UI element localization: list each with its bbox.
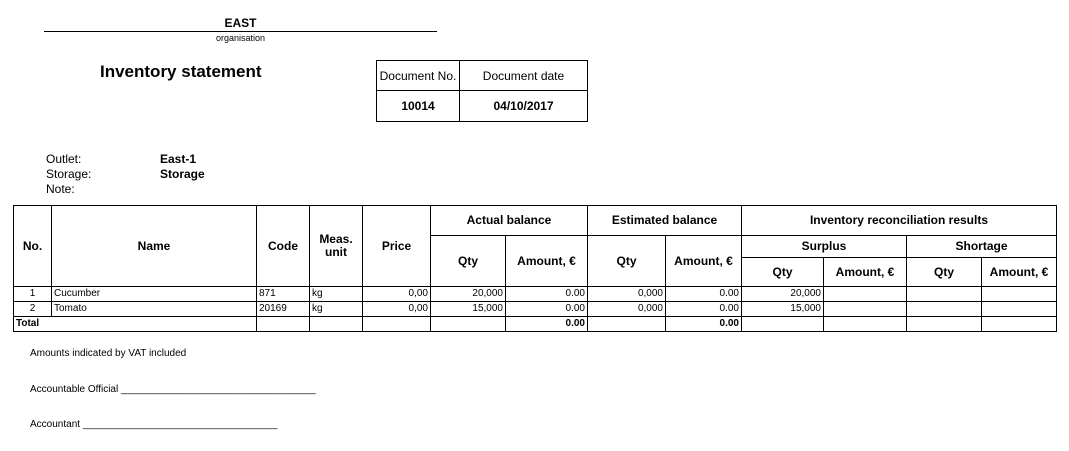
cell-est-qty: 0,000 bbox=[587, 286, 666, 302]
cell-code: 20169 bbox=[256, 301, 310, 317]
cell-shortage-qty bbox=[906, 301, 982, 317]
accountable-official-line: Accountable Official ___________________… bbox=[30, 384, 316, 395]
col-actual-amount: Amount, € bbox=[505, 235, 588, 287]
vat-note: Amounts indicated by VAT included bbox=[30, 348, 187, 359]
doc-no-label: Document No. bbox=[376, 60, 460, 91]
cell-shortage-amount bbox=[981, 301, 1057, 317]
cell-surplus-qty: 20,000 bbox=[741, 286, 824, 302]
cell-empty bbox=[823, 316, 907, 332]
col-shortage-qty: Qty bbox=[906, 257, 982, 287]
accountant-line: Accountant _____________________________… bbox=[30, 419, 278, 430]
col-surplus-qty: Qty bbox=[741, 257, 824, 287]
cell-empty bbox=[906, 316, 982, 332]
col-shortage-amount: Amount, € bbox=[981, 257, 1057, 287]
storage-label: Storage: bbox=[46, 167, 92, 181]
table-row: 1 Cucumber 871 kg 0,00 20,000 0.00 0,000… bbox=[13, 286, 1057, 302]
cell-name: Cucumber bbox=[51, 286, 257, 302]
inventory-table: No. Name Code Meas. unit Price Actual ba… bbox=[13, 205, 1057, 332]
storage-value: Storage bbox=[160, 167, 205, 181]
cell-est-amount: 0.00 bbox=[665, 301, 742, 317]
cell-surplus-qty: 15,000 bbox=[741, 301, 824, 317]
col-surplus: Surplus bbox=[741, 235, 907, 258]
organisation-name: EAST bbox=[44, 16, 437, 32]
doc-date: 04/10/2017 bbox=[459, 90, 588, 122]
doc-date-label: Document date bbox=[459, 60, 588, 91]
cell-code: 871 bbox=[256, 286, 310, 302]
cell-name: Tomato bbox=[51, 301, 257, 317]
col-unit: Meas. unit bbox=[309, 205, 363, 287]
cell-actual-qty: 15,000 bbox=[430, 301, 506, 317]
total-row: Total 0.00 0.00 bbox=[13, 316, 1057, 332]
document-info: Document No. Document date 10014 04/10/201… bbox=[376, 60, 588, 122]
note-label: Note: bbox=[46, 182, 75, 196]
cell-actual-qty: 20,000 bbox=[430, 286, 506, 302]
cell-shortage-amount bbox=[981, 286, 1057, 302]
outlet-label: Outlet: bbox=[46, 152, 82, 166]
col-est-qty: Qty bbox=[587, 235, 666, 287]
total-est-amount: 0.00 bbox=[665, 316, 742, 332]
col-reconciliation: Inventory reconciliation results bbox=[741, 205, 1057, 236]
cell-surplus-amount bbox=[823, 301, 907, 317]
cell-actual-amount: 0.00 bbox=[505, 286, 588, 302]
col-actual-qty: Qty bbox=[430, 235, 506, 287]
outlet-value: East-1 bbox=[160, 152, 197, 166]
col-actual: Actual balance bbox=[430, 205, 588, 236]
col-shortage: Shortage bbox=[906, 235, 1057, 258]
cell-actual-amount: 0.00 bbox=[505, 301, 588, 317]
col-estimated: Estimated balance bbox=[587, 205, 742, 236]
cell-price: 0,00 bbox=[362, 286, 431, 302]
cell-empty bbox=[741, 316, 824, 332]
col-price: Price bbox=[362, 205, 431, 287]
doc-no: 10014 bbox=[376, 90, 460, 122]
cell-empty bbox=[587, 316, 666, 332]
page-title: Inventory statement bbox=[100, 62, 262, 81]
cell-no: 2 bbox=[13, 301, 52, 317]
cell-unit: kg bbox=[309, 301, 363, 317]
total-label: Total bbox=[13, 316, 257, 332]
cell-unit: kg bbox=[309, 286, 363, 302]
cell-est-amount: 0.00 bbox=[665, 286, 742, 302]
cell-empty bbox=[256, 316, 310, 332]
cell-empty bbox=[981, 316, 1057, 332]
col-surplus-amount: Amount, € bbox=[823, 257, 907, 287]
col-code: Code bbox=[256, 205, 310, 287]
col-est-amount: Amount, € bbox=[665, 235, 742, 287]
total-actual-amount: 0.00 bbox=[505, 316, 588, 332]
cell-surplus-amount bbox=[823, 286, 907, 302]
cell-empty bbox=[309, 316, 363, 332]
cell-price: 0,00 bbox=[362, 301, 431, 317]
organisation-caption: organisation bbox=[215, 33, 266, 43]
cell-est-qty: 0,000 bbox=[587, 301, 666, 317]
col-name: Name bbox=[51, 205, 257, 287]
cell-no: 1 bbox=[13, 286, 52, 302]
cell-empty bbox=[430, 316, 506, 332]
table-row: 2 Tomato 20169 kg 0,00 15,000 0.00 0,000… bbox=[13, 301, 1057, 317]
cell-shortage-qty bbox=[906, 286, 982, 302]
cell-empty bbox=[362, 316, 431, 332]
col-no: No. bbox=[13, 205, 52, 287]
